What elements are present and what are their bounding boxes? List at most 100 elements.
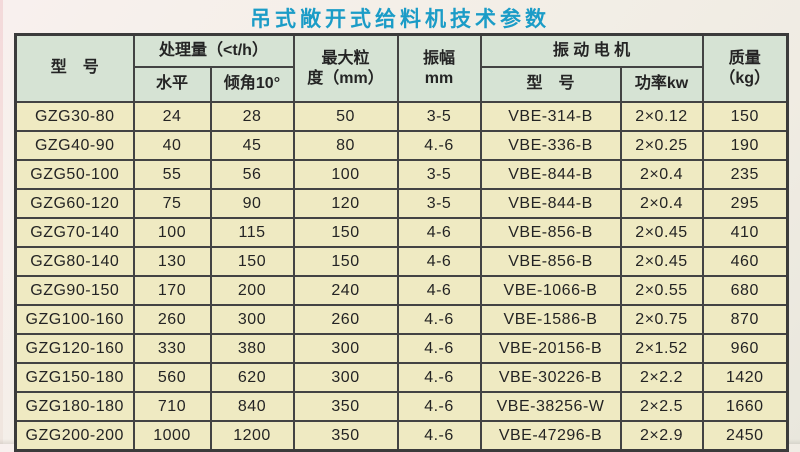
table-row: GZG150-180 560 620 300 4.-6 VBE-30226-B 2×2.2 1… (14, 362, 789, 393)
cell-max-size: 100 (292, 159, 399, 190)
header-row-1: 型 号 处理量（<t/h） 最大粒 度（mm） 振幅 mm 振 动 电 机 质量… (14, 33, 789, 103)
cell-amplitude: 3-5 (396, 159, 482, 190)
header-mass: 质量 （kg） (701, 33, 789, 103)
cell-motor-model: VBE-20156-B (479, 333, 622, 364)
cell-motor-power: 2×1.52 (619, 333, 704, 364)
cell-amplitude: 4.-6 (396, 130, 482, 161)
cell-mass: 150 (701, 101, 789, 132)
header-row-2: 水平 倾角10° 型 号 功率kw (16, 66, 788, 103)
cell-motor-model: VBE-1066-B (479, 275, 622, 306)
table-row: GZG50-100 55 56 100 3-5 VBE-844-B 2×0.4 235 (14, 159, 789, 190)
page-title: 吊式敞开式给料机技术参数 (250, 8, 550, 31)
header-amplitude: 振幅 mm (396, 33, 482, 103)
cell-model: GZG120-160 (14, 333, 135, 364)
cell-max-size: 120 (292, 188, 399, 219)
cell-capacity-incline: 840 (209, 391, 295, 422)
table-header: 型 号 处理量（<t/h） 最大粒 度（mm） 振幅 mm 振 动 电 机 质量… (14, 33, 789, 103)
table-row: GZG200-200 1000 1200 350 4.-6 VBE-47296-B 2×2.… (14, 420, 789, 452)
cell-motor-model: VBE-30226-B (479, 362, 622, 393)
header-max-size-line1: 最大粒 (321, 50, 370, 68)
cell-motor-model: VBE-844-B (479, 159, 622, 190)
cell-max-size: 240 (292, 275, 399, 306)
cell-max-size: 350 (292, 420, 399, 452)
cell-amplitude: 4.-6 (396, 362, 482, 393)
cell-amplitude: 4.-6 (396, 391, 482, 422)
cell-motor-power: 2×0.12 (619, 101, 704, 132)
cell-mass: 410 (701, 217, 789, 248)
table-row: GZG60-120 75 90 120 3-5 VBE-844-B 2×0.4 295 (14, 188, 789, 219)
cell-capacity-incline: 200 (209, 275, 295, 306)
cell-capacity-horizontal: 330 (132, 333, 212, 364)
table-row: GZG70-140 100 115 150 4-6 VBE-856-B 2×0.45 410 (14, 217, 789, 248)
cell-capacity-horizontal: 24 (132, 101, 212, 132)
cell-motor-model: VBE-336-B (479, 130, 622, 161)
cell-capacity-horizontal: 260 (132, 304, 212, 335)
table-row: GZG120-160 330 380 300 4.-6 VBE-20156-B 2×1.52… (14, 333, 789, 364)
cell-mass: 680 (701, 275, 789, 306)
cell-model: GZG70-140 (14, 217, 135, 248)
cell-mass: 235 (701, 159, 789, 190)
cell-model: GZG80-140 (14, 246, 135, 277)
cell-mass: 295 (701, 188, 789, 219)
cell-max-size: 300 (292, 362, 399, 393)
header-amplitude-line2: mm (424, 69, 454, 87)
header-amplitude-line1: 振幅 (422, 50, 455, 68)
table-row: GZG90-150 170 200 240 4-6 VBE-1066-B 2×0.55 680 (14, 275, 789, 306)
cell-max-size: 260 (292, 304, 399, 335)
cell-motor-model: VBE-844-B (479, 188, 622, 219)
cell-amplitude: 4.-6 (396, 420, 482, 452)
header-motor-group: 振 动 电 机 (479, 33, 704, 68)
cell-capacity-incline: 56 (209, 159, 295, 190)
cell-mass: 870 (701, 304, 789, 335)
cell-motor-power: 2×2.9 (619, 420, 704, 452)
cell-capacity-incline: 45 (209, 130, 295, 161)
table-row: GZG30-80 24 28 50 3-5 VBE-314-B 2×0.12 150 (14, 101, 789, 132)
cell-capacity-incline: 115 (209, 217, 295, 248)
cell-amplitude: 4-6 (396, 217, 482, 248)
cell-motor-model: VBE-856-B (479, 217, 622, 248)
header-max-size-line2: 度（mm） (307, 69, 384, 87)
spec-table: 型 号 处理量（<t/h） 最大粒 度（mm） 振幅 mm 振 动 电 机 质量… (14, 33, 789, 452)
cell-motor-model: VBE-38256-W (479, 391, 622, 422)
header-mass-line2: （kg） (719, 69, 771, 87)
cell-capacity-horizontal: 560 (132, 362, 212, 393)
cell-motor-power: 2×2.5 (619, 391, 704, 422)
cell-capacity-horizontal: 40 (132, 130, 212, 161)
cell-capacity-horizontal: 75 (132, 188, 212, 219)
cell-max-size: 350 (292, 391, 399, 422)
cell-max-size: 50 (292, 101, 399, 132)
cell-amplitude: 3-5 (396, 188, 482, 219)
cell-amplitude: 4-6 (396, 246, 482, 277)
cell-amplitude: 4.-6 (396, 304, 482, 335)
cell-capacity-horizontal: 130 (132, 246, 212, 277)
cell-model: GZG150-180 (14, 362, 135, 393)
cell-motor-model: VBE-314-B (479, 101, 622, 132)
table-body: GZG30-80 24 28 50 3-5 VBE-314-B 2×0.12 150 GZG40… (14, 101, 789, 452)
cell-model: GZG100-160 (14, 304, 135, 335)
table-row: GZG40-90 40 45 80 4.-6 VBE-336-B 2×0.25 190 (14, 130, 789, 161)
cell-capacity-incline: 28 (209, 101, 295, 132)
cell-capacity-horizontal: 1000 (132, 420, 212, 452)
header-capacity-group: 处理量（<t/h） (132, 33, 295, 68)
cell-max-size: 80 (292, 130, 399, 161)
header-model: 型 号 (14, 33, 135, 103)
cell-capacity-horizontal: 170 (132, 275, 212, 306)
cell-max-size: 300 (292, 333, 399, 364)
cell-motor-power: 2×0.4 (619, 188, 704, 219)
header-motor-power: 功率kw (619, 66, 704, 103)
cell-capacity-incline: 300 (209, 304, 295, 335)
table-row: GZG100-160 260 300 260 4.-6 VBE-1586-B 2×0.75 8… (14, 304, 789, 335)
cell-mass: 190 (701, 130, 789, 161)
cell-model: GZG180-180 (14, 391, 135, 422)
cell-amplitude: 3-5 (396, 101, 482, 132)
cell-capacity-incline: 150 (209, 246, 295, 277)
cell-mass: 460 (701, 246, 789, 277)
cell-capacity-incline: 380 (209, 333, 295, 364)
cell-motor-power: 2×0.45 (619, 217, 704, 248)
cell-motor-power: 2×2.2 (619, 362, 704, 393)
cell-mass: 960 (701, 333, 789, 364)
cell-model: GZG40-90 (14, 130, 135, 161)
cell-motor-power: 2×0.75 (619, 304, 704, 335)
cell-motor-model: VBE-856-B (479, 246, 622, 277)
cell-motor-power: 2×0.25 (619, 130, 704, 161)
